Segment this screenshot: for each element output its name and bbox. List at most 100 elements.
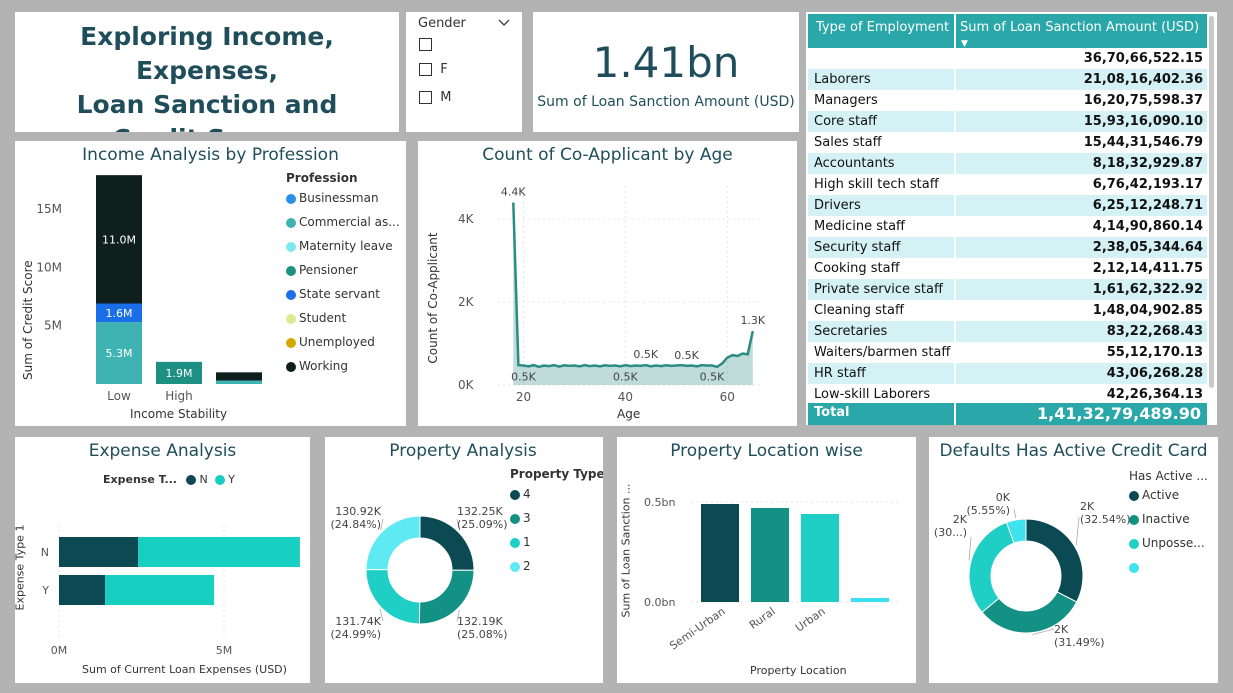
total-label: Total	[814, 405, 850, 420]
title-card: Exploring Income, Expenses, Loan Sanctio…	[15, 12, 399, 132]
y-tick-label: N	[41, 546, 49, 559]
loan-amount-cell: 6,76,42,193.17	[954, 174, 1207, 195]
employment-type-cell: Low-skill Laborers	[808, 384, 956, 405]
slice-pct-label: (30...)	[934, 526, 967, 539]
legend-dot	[286, 217, 296, 228]
legend-item: Working	[286, 359, 400, 383]
legend-label: Unposse...	[1142, 536, 1205, 550]
leader-line	[1013, 508, 1017, 518]
leader-line	[456, 609, 460, 622]
data-label: 4.4K	[501, 186, 526, 199]
employment-type-cell: HR staff	[808, 363, 956, 384]
table-row[interactable]: Medicine staff 4,14,90,860.14	[808, 216, 1207, 237]
checkbox-icon[interactable]	[419, 63, 432, 76]
table-row[interactable]: Managers 16,20,75,598.37	[808, 90, 1207, 111]
loan-amount-cell: 15,44,31,546.79	[954, 132, 1207, 153]
expense-legend-title: Expense T...	[103, 473, 177, 486]
location-chart-title: Property Location wise	[670, 441, 863, 461]
bar-segment	[59, 537, 139, 567]
x-tick-label: Low	[107, 389, 131, 403]
employment-type-cell: Waiters/barmen staff	[808, 342, 956, 363]
employment-type-cell: High skill tech staff	[808, 174, 956, 195]
table-row[interactable]: Accountants 8,18,32,929.87	[808, 153, 1207, 174]
employment-type-cell: Secretaries	[808, 321, 956, 342]
bar-segment	[105, 575, 215, 605]
sort-desc-icon[interactable]: ▼	[961, 39, 968, 49]
legend-item: Unposse...	[1129, 536, 1205, 560]
chevron-down-icon[interactable]	[498, 18, 510, 28]
legend-item: Inactive	[1129, 512, 1205, 536]
legend-item: 1	[510, 535, 531, 559]
table-row[interactable]: Drivers 6,25,12,248.71	[808, 195, 1207, 216]
bar-data-label: 1.9M	[166, 367, 193, 380]
x-tick-label: Rural	[747, 605, 778, 632]
slicer-option-m[interactable]: M	[419, 90, 451, 105]
legend-dot	[286, 265, 296, 276]
x-tick-label: High	[165, 389, 193, 403]
legend-dot	[286, 241, 296, 252]
legend-dot-n	[186, 475, 197, 485]
slice-pct-label: (24.99%)	[330, 628, 381, 641]
bar	[751, 508, 789, 602]
table-row[interactable]: 36,70,66,522.15	[808, 48, 1207, 69]
table-row[interactable]: HR staff 43,06,268.28	[808, 363, 1207, 384]
leader-line	[968, 536, 972, 561]
table-row[interactable]: Low-skill Laborers 42,26,364.13	[808, 384, 1207, 405]
y-tick-label: 0.0bn	[644, 596, 675, 609]
slice-value-label: 0K	[996, 491, 1011, 504]
property-legend: 4 3 1 2	[510, 487, 531, 583]
bar-data-label: 1.6M	[106, 307, 133, 320]
table-row[interactable]: Sales staff 15,44,31,546.79	[808, 132, 1207, 153]
loan-amount-cell: 21,08,16,402.36	[954, 69, 1207, 90]
y-tick-label: 15M	[36, 202, 62, 216]
slice-value-label: 2K	[953, 513, 968, 526]
legend-label: Pensioner	[299, 263, 358, 277]
slice-pct-label: (24.84%)	[330, 518, 381, 531]
table-row[interactable]: Core staff 15,93,16,090.10	[808, 111, 1207, 132]
employment-type-cell: Medicine staff	[808, 216, 956, 237]
table-row[interactable]: Security staff 2,38,05,344.64	[808, 237, 1207, 258]
checkbox-icon[interactable]	[419, 91, 432, 104]
header-loan-sanction-amount[interactable]: Sum of Loan Sanction Amount (USD)	[960, 20, 1200, 35]
legend-dot	[1129, 562, 1139, 573]
employment-type-cell: Managers	[808, 90, 956, 111]
x-tick-label: 40	[618, 390, 633, 404]
legend-label: State servant	[299, 287, 380, 301]
table-row[interactable]: Laborers 21,08,16,402.36	[808, 69, 1207, 90]
bar	[701, 504, 739, 602]
leader-line	[1075, 516, 1080, 546]
table-row[interactable]: Waiters/barmen staff 55,12,170.13	[808, 342, 1207, 363]
dashboard-title: Exploring Income, Expenses, Loan Sanctio…	[15, 20, 399, 132]
employment-type-cell: Security staff	[808, 237, 956, 258]
checkbox-icon[interactable]	[419, 38, 432, 51]
legend-item: 4	[510, 487, 531, 511]
total-amount: 1,41,32,79,489.90	[1037, 404, 1201, 423]
bar-segment	[156, 361, 202, 384]
kpi-card: 1.41bn Sum of Loan Sanction Amount (USD)	[533, 12, 799, 132]
property-chart-title: Property Analysis	[389, 441, 537, 461]
defaults-chart-title: Defaults Has Active Credit Card	[939, 441, 1208, 461]
table-row[interactable]: Private service staff 1,61,62,322.92	[808, 279, 1207, 300]
legend-label: 3	[523, 511, 531, 525]
slicer-option-f[interactable]: F	[419, 62, 448, 77]
property-chart-card: Property Analysis Property Type 4 3 1 2 132…	[325, 437, 603, 683]
employment-type-cell: Accountants	[808, 153, 956, 174]
expense-legend: Expense T... N Y	[103, 473, 235, 486]
slicer-title: Gender	[418, 16, 466, 31]
legend-dot-y	[215, 475, 226, 485]
slicer-option-blank[interactable]	[419, 37, 432, 52]
table-row[interactable]: Cleaning staff 1,48,04,902.85	[808, 300, 1207, 321]
x-tick-label: 60	[720, 390, 735, 404]
slice-value-label: 132.19K	[457, 615, 503, 628]
table-row[interactable]: Cooking staff 2,12,14,411.75	[808, 258, 1207, 279]
employment-type-cell	[808, 48, 956, 69]
table-row[interactable]: Secretaries 83,22,268.43	[808, 321, 1207, 342]
expense-chart-title: Expense Analysis	[88, 441, 237, 461]
data-label: 1.3K	[740, 314, 765, 327]
table-row[interactable]: High skill tech staff 6,76,42,193.17	[808, 174, 1207, 195]
data-label: 0.5K	[674, 349, 699, 362]
legend-label: Working	[299, 359, 348, 373]
table-scrollbar[interactable]	[1209, 16, 1214, 388]
header-type-of-employment[interactable]: Type of Employment	[816, 20, 950, 35]
loan-amount-cell: 1,48,04,902.85	[954, 300, 1207, 321]
